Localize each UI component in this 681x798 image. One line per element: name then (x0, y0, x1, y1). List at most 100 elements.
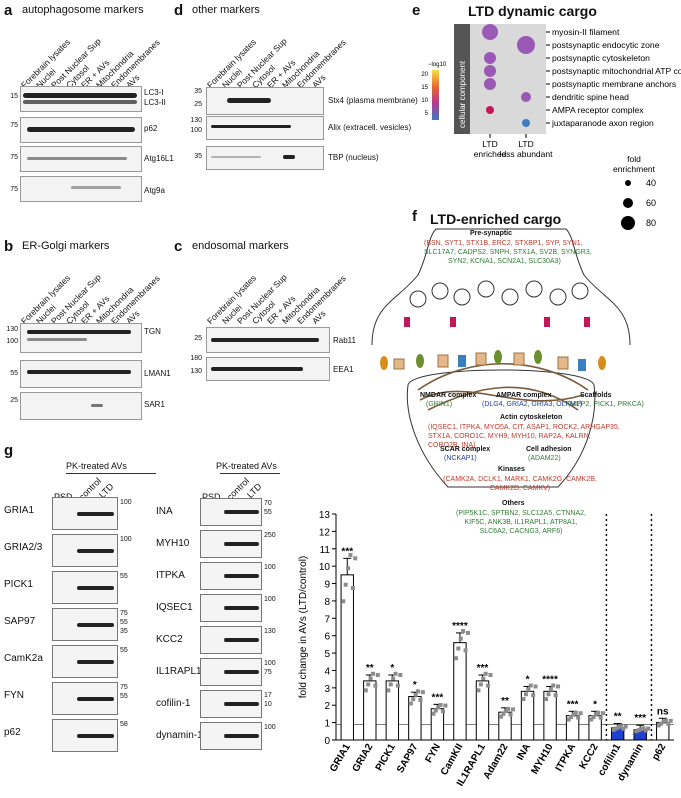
blot-label: TGN (144, 327, 161, 336)
data-point (458, 636, 463, 641)
data-point (551, 683, 556, 688)
group-title: Others (502, 500, 525, 507)
blot-label: GRIA2/3 (4, 542, 43, 553)
mw-marker: 55 (120, 693, 128, 700)
mw-marker: 25 (10, 397, 18, 404)
data-point (533, 684, 538, 689)
blot-label: MYH10 (156, 538, 190, 549)
data-point (431, 711, 436, 716)
western-blot-strip (200, 530, 262, 558)
data-point (611, 727, 616, 732)
panel-e-title: LTD dynamic cargo (468, 3, 597, 19)
colorbar (432, 70, 439, 120)
data-point (659, 721, 664, 726)
x-tick-label: MYH10 (529, 742, 555, 777)
mw-marker: 75 (10, 154, 18, 161)
significance-label: * (413, 680, 417, 691)
group-genes: (NCKAP1) (444, 455, 477, 462)
presynaptic-title: Pre-synaptic (470, 230, 513, 237)
blot-label: CamK2a (4, 653, 43, 664)
blot-label: FYN (4, 690, 24, 701)
blot-rab11 (206, 327, 330, 353)
mw-marker: 55 (120, 573, 128, 580)
y-axis-label: fold change in AVs (LTD/control) (298, 556, 309, 698)
data-point (589, 717, 594, 722)
blot-label: EEA1 (333, 365, 354, 374)
dotplot-terms: myosin-II filament postsynaptic endocytic… (546, 27, 681, 128)
data-point (373, 683, 378, 688)
data-point (343, 582, 348, 587)
mw-marker: 250 (264, 532, 276, 539)
panel-g-letter: g (4, 442, 14, 459)
data-point (636, 728, 641, 733)
data-point (531, 693, 536, 698)
size-legend-dot (621, 216, 635, 230)
mw-marker: 100 (264, 564, 276, 571)
mw-marker: 130 (264, 628, 276, 635)
term-label: postsynaptic cytoskeleton (552, 53, 650, 63)
significance-label: *** (341, 546, 353, 557)
data-point (465, 630, 470, 635)
data-point (656, 723, 661, 728)
y-tick-label: 0 (324, 736, 330, 747)
data-point (368, 676, 373, 681)
side-label: cellular component (458, 60, 467, 128)
panel-d-letter: d (174, 2, 184, 19)
data-point (375, 672, 380, 677)
group-title: Kinases (498, 466, 525, 473)
western-blot-strip (52, 497, 118, 530)
synapse-diagram (371, 228, 631, 488)
y-tick-label: 12 (319, 527, 331, 538)
x-tick-label: GRIA2 (351, 742, 376, 774)
data-point (591, 715, 596, 720)
data-point (571, 712, 576, 717)
blot-label: Rab11 (333, 336, 356, 345)
x-tick-label: INA (515, 742, 533, 762)
data-point (395, 683, 400, 688)
data-point (661, 719, 666, 724)
significance-label: *** (432, 692, 444, 703)
data-point (616, 725, 621, 730)
mw-marker: 25 (194, 101, 202, 108)
blot-label: PICK1 (4, 579, 33, 590)
data-point (618, 724, 623, 729)
dot-marker (521, 92, 531, 102)
data-point (544, 697, 549, 702)
mw-marker: 35 (194, 153, 202, 160)
data-point (646, 726, 651, 731)
data-point (408, 701, 413, 706)
blot-stx4 (206, 87, 324, 115)
data-point (668, 718, 673, 723)
blot-label: ITPKA (156, 570, 185, 581)
mw-marker: 75 (120, 684, 128, 691)
mw-marker: 100 (6, 338, 18, 345)
size-legend-title: enrichment (613, 164, 656, 174)
data-point (508, 712, 513, 717)
mw-marker: 130 (190, 368, 202, 375)
group-title: Actin cytoskeleton (500, 414, 563, 421)
group-genes: (MPP2, PICK1, PRKCA) (568, 401, 644, 408)
blot-label: Atg16L1 (144, 154, 174, 163)
data-point (443, 703, 448, 708)
data-point (488, 672, 493, 677)
data-point (621, 726, 626, 731)
data-point (436, 705, 441, 710)
data-point (576, 715, 581, 720)
data-point (566, 717, 571, 722)
data-point (553, 693, 558, 698)
term-label: juxtaparanode axon region (551, 118, 654, 128)
data-point (478, 682, 483, 687)
data-point (393, 671, 398, 676)
blot-label: Stx4 (plasma membrane) (328, 96, 418, 105)
data-point (386, 688, 391, 693)
term-label: dendritic spine head (552, 92, 629, 102)
mw-marker: 130 (190, 117, 202, 124)
colorbar-tick: 5 (425, 111, 429, 117)
panel-c-letter: c (174, 238, 183, 255)
significance-label: ** (366, 663, 374, 674)
western-blot-strip (200, 498, 262, 526)
data-point (556, 684, 561, 689)
data-point (501, 711, 506, 716)
blot-label: Atg9a (144, 186, 165, 195)
data-point (548, 687, 553, 692)
